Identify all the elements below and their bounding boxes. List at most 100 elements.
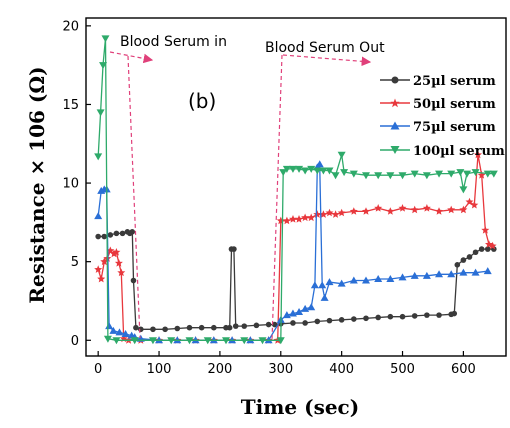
data-point-triangle-down: [319, 167, 328, 175]
data-point-circle: [101, 233, 108, 240]
y-tick-label: 5: [71, 255, 79, 270]
data-point-circle: [302, 320, 308, 326]
data-point-star: [97, 274, 106, 283]
data-point-circle: [119, 230, 126, 237]
data-point-circle: [226, 324, 233, 331]
data-point-triangle-down: [167, 337, 176, 345]
data-point-circle: [363, 315, 369, 322]
data-point-circle: [399, 313, 406, 320]
data-point-triangle: [310, 281, 319, 289]
data-point-triangle-down: [459, 186, 468, 194]
data-point-triangle-down: [337, 151, 346, 159]
data-point-triangle-down: [295, 165, 304, 173]
data-point-star: [474, 150, 482, 159]
legend-marker-triangle: [390, 121, 400, 130]
data-point-triangle: [109, 326, 118, 334]
data-point-star: [117, 268, 126, 277]
data-point-triangle-down: [374, 172, 383, 180]
data-point-triangle-down: [222, 337, 230, 345]
x-tick-label: 600: [451, 362, 476, 377]
data-point-triangle: [447, 270, 456, 278]
data-point-triangle-down: [471, 169, 480, 177]
data-point-circle: [424, 312, 430, 318]
data-point-triangle: [422, 271, 431, 279]
data-point-triangle: [105, 322, 114, 330]
data-point-circle: [231, 246, 237, 252]
data-point-circle: [232, 323, 239, 329]
data-point-triangle: [301, 304, 310, 312]
panel-label: (b): [188, 89, 216, 113]
y-axis-title: Resistance × 106 (Ω): [25, 66, 49, 303]
annotation-serum-in: Blood Serum in: [120, 34, 227, 50]
legend: 25µl serum 50µl serum 75µl serum 100µl s…: [380, 74, 505, 159]
data-point-circle: [290, 320, 296, 326]
data-point-circle: [451, 310, 458, 317]
data-point-triangle: [410, 271, 419, 279]
data-point-star: [422, 204, 431, 212]
data-point-star: [313, 210, 322, 218]
series-2: [94, 160, 492, 344]
plot-frame: [85, 17, 507, 357]
annotation-arrows: [109, 51, 372, 341]
data-point-triangle: [337, 279, 346, 287]
legend-label-25ul: 25µl serum: [413, 74, 496, 89]
series-3: [94, 35, 498, 345]
data-point-circle: [211, 324, 217, 331]
serum-in-arrow: [109, 51, 154, 64]
data-point-star: [282, 216, 291, 225]
legend-item-75ul: 75µl serum: [380, 120, 496, 135]
data-point-circle: [130, 277, 137, 284]
data-point-triangle-down: [398, 172, 407, 180]
data-point-star: [386, 207, 395, 215]
data-point-circle: [113, 230, 120, 237]
data-point-triangle-down: [331, 172, 340, 180]
legend-item-100ul: 100µl serum: [380, 144, 505, 159]
data-point-triangle-down: [435, 170, 444, 178]
data-point-triangle: [318, 281, 327, 289]
data-point-circle: [174, 325, 181, 332]
data-point-triangle: [115, 328, 124, 336]
serum-out-arrow: [282, 54, 372, 67]
data-point-star: [301, 213, 310, 222]
data-point-star: [435, 207, 443, 215]
data-point-triangle-down: [456, 169, 465, 177]
data-point-circle: [351, 316, 357, 322]
data-point-triangle: [483, 267, 492, 275]
data-point-star: [349, 207, 358, 215]
data-point-triangle: [282, 311, 291, 319]
data-point-triangle-down: [112, 337, 121, 345]
data-point-triangle-down: [130, 337, 139, 345]
data-point-triangle-down: [362, 172, 370, 180]
data-point-star: [481, 226, 490, 234]
data-point-triangle-down: [101, 35, 110, 43]
legend-item-50ul: 50µl serum: [380, 97, 496, 112]
data-point-circle: [387, 313, 394, 320]
data-point-triangle-down: [96, 109, 105, 117]
data-point-triangle-down: [301, 167, 310, 175]
data-point-triangle-down: [103, 335, 112, 343]
data-point-triangle-down: [410, 170, 419, 178]
data-point-star: [398, 204, 407, 212]
legend-marker-circle: [391, 76, 399, 84]
data-point-triangle: [295, 307, 304, 315]
data-point-triangle: [349, 276, 358, 284]
data-point-triangle-down: [99, 62, 108, 70]
data-point-circle: [265, 321, 272, 328]
data-point-circle: [338, 317, 345, 323]
data-point-star: [337, 208, 346, 217]
data-point-circle: [186, 324, 193, 331]
series-0: [95, 229, 497, 333]
data-point-circle: [411, 313, 418, 319]
data-point-star: [447, 205, 456, 214]
data-point-triangle-down: [276, 337, 285, 345]
data-point-triangle-down: [258, 337, 267, 345]
data-point-circle: [460, 257, 467, 263]
data-point-triangle: [362, 276, 370, 284]
legend-item-25ul: 25µl serum: [380, 74, 496, 89]
data-point-triangle: [471, 268, 480, 276]
data-point-triangle-down: [447, 170, 456, 178]
annotation-serum-out: Blood Serum Out: [265, 40, 385, 56]
data-point-triangle-down: [463, 170, 472, 178]
x-tick-label: 500: [390, 362, 415, 377]
